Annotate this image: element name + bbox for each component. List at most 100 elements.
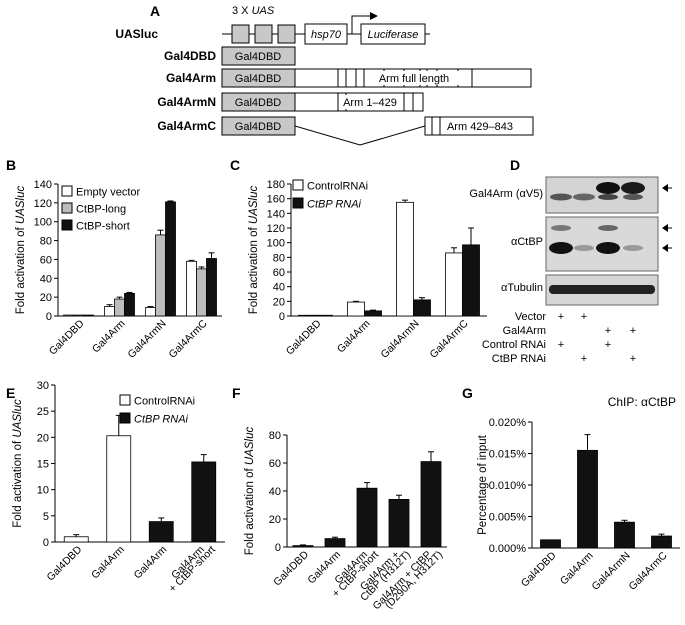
legend-label: CtBP-long xyxy=(76,204,126,216)
arrow-left-icon xyxy=(662,184,668,192)
panel-d-letter: D xyxy=(510,157,520,173)
arm-c-repeats xyxy=(431,117,441,135)
panel-a: A UASluc 3 X UAS hsp70 Luciferase Gal4DB… xyxy=(115,3,534,146)
ctbp-bands xyxy=(549,225,643,254)
y-axis-label-em: UASluc xyxy=(248,186,260,225)
legend-label: ControlRNAi xyxy=(307,181,368,193)
x-tick-label: Gal4ArmC xyxy=(626,549,669,592)
condition-mark: + xyxy=(558,311,564,323)
condition-mark: + xyxy=(581,311,587,323)
construct-name: Gal4ArmC xyxy=(157,119,216,133)
dbd-box xyxy=(221,46,296,66)
x-tick-label: Gal4ArmN xyxy=(589,550,632,593)
condition-table: Vector + + Gal4Arm + + Control RNAi + + … xyxy=(482,311,636,365)
chart-f: 0 20 40 60 80 Fold activation of UASluc Gal4DB… xyxy=(244,427,447,612)
legend-label: CtBP-short xyxy=(76,221,130,233)
y-tick-label: 0.000% xyxy=(489,543,527,555)
blot-band xyxy=(598,194,618,200)
y-tick-label: 0.010% xyxy=(489,480,527,492)
blot-band xyxy=(598,225,618,231)
condition-mark: + xyxy=(581,353,587,365)
y-axis-label-text: Fold activation of xyxy=(248,224,260,314)
bar xyxy=(651,535,672,549)
luciferase-label: Luciferase xyxy=(368,29,419,41)
y-tick-label: 40 xyxy=(269,486,281,498)
x-tick-label: Gal4Arm xyxy=(90,317,128,355)
bar xyxy=(186,260,197,317)
x-tick-label: Gal4ArmN xyxy=(125,318,168,361)
bar xyxy=(106,435,132,543)
y-axis-label: Fold activation of UASluc xyxy=(12,399,24,528)
legend-label: ControlRNAi xyxy=(134,396,195,408)
deletion-line xyxy=(294,125,426,146)
bar xyxy=(165,201,176,317)
tubulin-bands xyxy=(549,285,655,294)
y-axis-label: Fold activation of UASluc xyxy=(244,427,256,556)
blot-band xyxy=(623,245,643,251)
blot-band xyxy=(550,193,572,201)
uas-box xyxy=(254,24,273,44)
y-axis-label-text: Fold activation of xyxy=(12,438,24,528)
v5-bands xyxy=(550,182,645,201)
y-tick-label: 100 xyxy=(267,238,285,250)
blot-label: Gal4Arm (αV5) xyxy=(469,188,543,200)
y-axis-label: Percentage of input xyxy=(477,434,489,535)
y-tick-label: 20 xyxy=(269,514,281,526)
uas-box xyxy=(277,24,296,44)
y-axis-label-em: UASluc xyxy=(244,427,256,466)
y-tick-label: 0 xyxy=(279,311,285,323)
arm-n-label: Arm 1–429 xyxy=(343,97,397,109)
y-tick-label: 20 xyxy=(273,296,285,308)
condition-label: Vector xyxy=(515,311,547,323)
x-tick-label: Gal4DBD xyxy=(45,543,85,583)
uas-label-text: 3 X xyxy=(232,5,252,17)
y-tick-label: 80 xyxy=(40,236,52,248)
arm-n-label-bg xyxy=(340,95,400,109)
y-tick-label: 20 xyxy=(40,292,52,304)
y-axis-label-em: UASluc xyxy=(15,186,27,225)
dbd-label: Gal4DBD xyxy=(235,73,282,85)
dbd-label: Gal4DBD xyxy=(235,97,282,109)
blot-band xyxy=(549,285,655,294)
blot-band xyxy=(551,225,571,231)
construct-name: Gal4DBD xyxy=(164,49,216,63)
bar xyxy=(614,521,635,549)
reporter-label: UASluc xyxy=(115,27,158,41)
x-tick-label: Gal4DBD xyxy=(284,317,324,357)
bar xyxy=(540,539,561,549)
bar xyxy=(315,314,333,317)
y-tick-label: 140 xyxy=(267,208,285,220)
legend-swatch xyxy=(119,394,131,406)
legend-swatch xyxy=(119,412,131,424)
dbd-label: Gal4DBD xyxy=(235,51,282,63)
arm-label-bg xyxy=(368,71,460,85)
arrow-left-icon xyxy=(662,224,668,232)
bar xyxy=(292,545,314,548)
bar xyxy=(73,314,84,317)
condition-label: CtBP RNAi xyxy=(492,353,546,365)
x-tick-label: Gal4ArmN xyxy=(378,318,421,361)
panel-e-letter: E xyxy=(6,385,15,401)
legend-swatch xyxy=(292,179,304,191)
y-tick-label: 0 xyxy=(46,311,52,323)
y-axis-label-text: Fold activation of xyxy=(15,224,27,314)
panel-f-letter: F xyxy=(232,385,241,401)
bar xyxy=(155,234,166,317)
x-tick-label: Gal4DBD xyxy=(519,549,559,589)
x-tick-label: Gal4Arm xyxy=(132,543,170,581)
chart-annotation: ChIP: αCtBP xyxy=(608,395,676,409)
tss-arrow xyxy=(351,15,370,34)
tss-arrowhead-icon xyxy=(370,12,378,20)
bar xyxy=(206,258,217,317)
condition-mark: + xyxy=(630,353,636,365)
bar xyxy=(356,487,378,548)
uas-label: 3 X UAS xyxy=(232,5,275,17)
x-tick-label: Gal4ArmC xyxy=(427,317,470,360)
condition-label: Control RNAi xyxy=(482,339,546,351)
bar xyxy=(83,314,94,317)
condition-mark: + xyxy=(605,339,611,351)
bar xyxy=(413,299,431,317)
legend-swatch xyxy=(61,219,73,231)
legend-label: CtBP RNAi xyxy=(134,414,189,426)
